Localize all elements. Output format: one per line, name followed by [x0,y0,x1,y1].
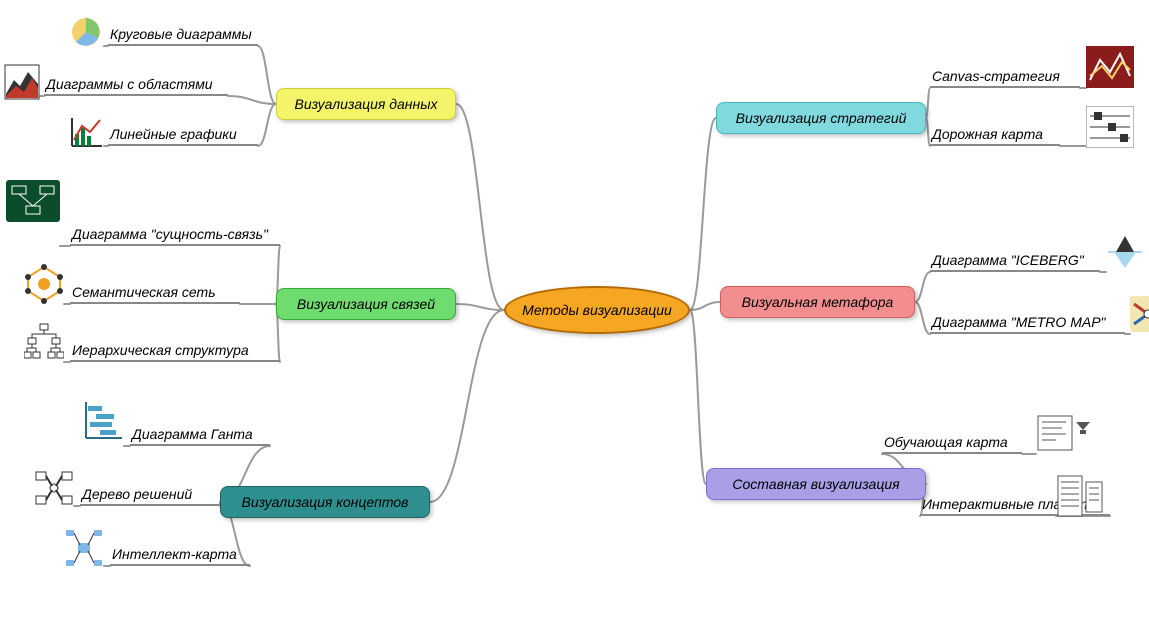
leaf-label: Диаграмма Ганта [132,426,253,442]
hierarchy-icon [24,322,64,362]
gantt-icon [80,398,124,442]
leaf-label: Диаграмма "ICEBERG" [932,252,1084,268]
pie-chart-icon [68,14,104,50]
leaf-label: Интеллект-карта [112,546,237,562]
leaf-node[interactable]: Диаграмма "METRO MAP" [930,312,1125,334]
area-chart-icon [4,64,40,100]
leaf-label: Дерево решений [82,486,192,502]
interactive-poster-icon [1056,474,1104,518]
iceberg-icon [1106,232,1144,270]
leaf-node[interactable]: Диаграммы с областями [44,74,228,96]
branch-label: Визуальная метафора [742,294,894,310]
center-label: Методы визуализации [522,302,672,318]
semantic-net-icon [24,264,64,304]
branch-label: Визуализация связей [297,296,435,312]
branch-strategy[interactable]: Визуализация стратегий [716,102,926,134]
leaf-node[interactable]: Диаграмма Ганта [130,424,270,446]
leaf-node[interactable]: Иерархическая структура [70,340,280,362]
center-node[interactable]: Методы визуализации [504,286,690,334]
leaf-node[interactable]: Линейные графики [108,124,258,146]
leaf-node[interactable]: Интеллект-карта [110,544,250,566]
leaf-node[interactable]: Диаграмма "ICEBERG" [930,250,1100,272]
branch-label: Визуализация концептов [242,494,409,510]
line-chart-icon [68,114,104,150]
leaf-node[interactable]: Дорожная карта [930,124,1060,146]
leaf-node[interactable]: Круговые диаграммы [108,24,258,46]
branch-concepts[interactable]: Визуализация концептов [220,486,430,518]
metro-map-icon [1130,296,1149,332]
leaf-label: Линейные графики [110,126,237,142]
branch-label: Визуализация стратегий [736,110,907,126]
branch-composite[interactable]: Составная визуализация [706,468,926,500]
decision-tree-icon [34,468,74,508]
leaf-label: Canvas-стратегия [932,68,1060,84]
leaf-label: Диаграмма "сущность-связь" [72,226,268,242]
branch-metaphor[interactable]: Визуальная метафора [720,286,915,318]
er-diagram-icon [6,180,60,222]
leaf-label: Семантическая сеть [72,284,216,300]
branch-label: Визуализация данных [294,96,437,112]
leaf-label: Обучающая карта [884,434,1008,450]
leaf-node[interactable]: Дерево решений [80,484,220,506]
branch-label: Составная визуализация [732,476,899,492]
roadmap-icon [1086,106,1134,148]
leaf-label: Круговые диаграммы [110,26,252,42]
leaf-label: Диаграмма "METRO MAP" [932,314,1106,330]
leaf-label: Иерархическая структура [72,342,249,358]
leaf-node[interactable]: Диаграмма "сущность-связь" [70,224,280,246]
leaf-label: Дорожная карта [932,126,1043,142]
learning-map-icon [1036,412,1092,454]
leaf-node[interactable]: Canvas-стратегия [930,66,1080,88]
leaf-node[interactable]: Обучающая карта [882,432,1022,454]
leaf-label: Диаграммы с областями [46,76,213,92]
branch-links[interactable]: Визуализация связей [276,288,456,320]
canvas-strategy-icon [1086,46,1134,88]
mindmap-icon [64,528,104,568]
leaf-node[interactable]: Семантическая сеть [70,282,240,304]
branch-data[interactable]: Визуализация данных [276,88,456,120]
